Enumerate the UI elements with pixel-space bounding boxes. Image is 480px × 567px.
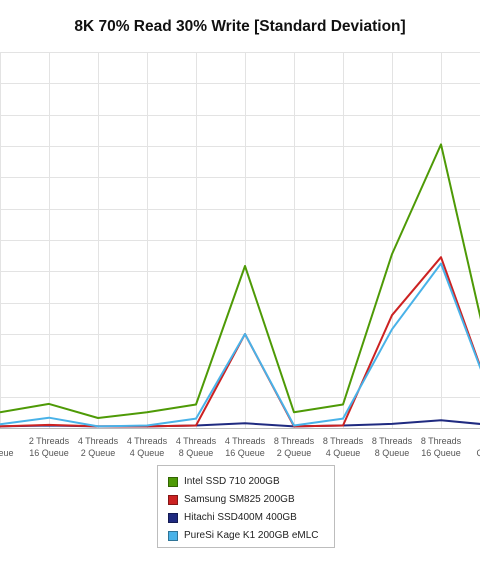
x-tick-label: Queue (0, 448, 14, 458)
legend-swatch-hitachi (168, 513, 178, 523)
grid-lines (0, 52, 480, 429)
x-tick-label: 2 Queue (277, 448, 312, 458)
x-tick-label: 8 Threads (274, 436, 315, 446)
series-line-intel-ssd-710-200gb (0, 143, 480, 419)
x-tick-label: 8 Queue (375, 448, 410, 458)
legend-label-puresi: PureSi Kage K1 200GB eMLC (184, 530, 319, 541)
legend-item-puresi: PureSi Kage K1 200GB eMLC (168, 529, 319, 543)
x-tick-label: 16 Queue (421, 448, 461, 458)
x-tick-label: 16 Queue (29, 448, 69, 458)
x-tick-label: 8 Queue (179, 448, 214, 458)
chart-title: 8K 70% Read 30% Write [Standard Deviatio… (74, 18, 406, 35)
legend-swatch-puresi (168, 531, 178, 541)
x-tick-label: 4 Threads (78, 436, 119, 446)
x-tick-label: 8 Threads (323, 436, 364, 446)
legend-label-hitachi: Hitachi SSD400M 400GB (184, 512, 297, 523)
x-tick-label: 2 Queue (81, 448, 116, 458)
x-tick-label: 4 Threads (225, 436, 266, 446)
legend-item-intel: Intel SSD 710 200GB (168, 475, 280, 489)
x-tick-label: 8 Threads (421, 436, 462, 446)
legend-item-samsung: Samsung SM825 200GB (168, 493, 295, 507)
legend-label-samsung: Samsung SM825 200GB (184, 494, 295, 505)
series-line-puresi-kage-k1-200gb-emlc (0, 262, 480, 428)
x-tick-labels: Queue 2 Threads 16 Queue 4 Threads 2 Queue 4 … (0, 436, 480, 458)
legend-swatch-intel (168, 477, 178, 487)
x-tick-label: 4 Threads (176, 436, 217, 446)
x-tick-label: Queue (476, 448, 480, 458)
series-lines (0, 143, 480, 428)
legend-item-hitachi: Hitachi SSD400M 400GB (168, 511, 297, 525)
legend-swatch-samsung (168, 495, 178, 505)
legend: Intel SSD 710 200GB Samsung SM825 200GB … (157, 465, 335, 548)
x-tick-label: 4 Queue (326, 448, 361, 458)
x-tick-label: 8 Threads (372, 436, 413, 446)
x-tick-label: 4 Queue (130, 448, 165, 458)
x-tick-label: 4 Threads (127, 436, 168, 446)
x-tick-label: 16 Queue (225, 448, 265, 458)
x-tick-label: 2 Threads (29, 436, 70, 446)
legend-label-intel: Intel SSD 710 200GB (184, 476, 280, 487)
